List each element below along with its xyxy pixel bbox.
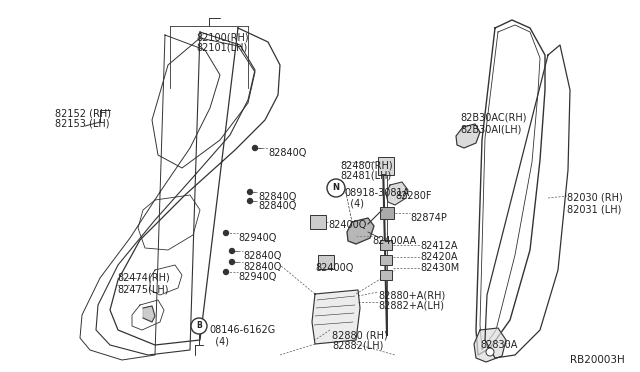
Text: 82B30AC(RH): 82B30AC(RH): [460, 113, 527, 123]
FancyBboxPatch shape: [310, 215, 326, 229]
Text: 82940Q: 82940Q: [238, 272, 276, 282]
Text: 82153 (LH): 82153 (LH): [55, 119, 109, 129]
Circle shape: [191, 318, 207, 334]
Polygon shape: [347, 218, 374, 244]
Text: 82400AA: 82400AA: [372, 236, 416, 246]
Text: 82475(LH): 82475(LH): [117, 284, 168, 294]
FancyBboxPatch shape: [380, 240, 392, 250]
Text: 82030 (RH): 82030 (RH): [567, 193, 623, 203]
FancyBboxPatch shape: [380, 207, 394, 219]
FancyBboxPatch shape: [318, 255, 334, 269]
Text: 82940Q: 82940Q: [238, 233, 276, 243]
Text: (4): (4): [209, 336, 229, 346]
Text: 82840Q: 82840Q: [258, 192, 296, 202]
Text: 82420A: 82420A: [420, 252, 458, 262]
Text: 08146-6162G: 08146-6162G: [209, 325, 275, 335]
Text: 82840Q: 82840Q: [268, 148, 307, 158]
Text: 82152 (RH): 82152 (RH): [55, 108, 111, 118]
Text: 82880+A(RH): 82880+A(RH): [378, 290, 445, 300]
Text: 82474(RH): 82474(RH): [117, 273, 170, 283]
Text: 82840Q: 82840Q: [258, 201, 296, 211]
FancyBboxPatch shape: [378, 157, 394, 175]
Text: B: B: [196, 321, 202, 330]
Circle shape: [486, 348, 494, 356]
Circle shape: [230, 260, 234, 264]
Polygon shape: [312, 290, 360, 344]
Text: 82B30AI(LH): 82B30AI(LH): [460, 124, 522, 134]
Text: 82880 (RH): 82880 (RH): [332, 330, 388, 340]
Text: (4): (4): [344, 199, 364, 209]
Polygon shape: [456, 124, 480, 148]
Text: 82412A: 82412A: [420, 241, 458, 251]
Text: 82882(LH): 82882(LH): [332, 341, 383, 351]
Text: 82830A: 82830A: [480, 340, 517, 350]
Text: 82400Q: 82400Q: [315, 263, 353, 273]
Text: RB20003H: RB20003H: [570, 355, 625, 365]
Text: 82480(RH): 82480(RH): [340, 160, 392, 170]
Text: 82874P: 82874P: [410, 213, 447, 223]
Polygon shape: [386, 182, 408, 205]
Text: 82400Q: 82400Q: [328, 220, 366, 230]
Circle shape: [223, 231, 228, 235]
FancyBboxPatch shape: [380, 255, 392, 265]
Text: 82101(LH): 82101(LH): [196, 43, 247, 53]
Circle shape: [327, 179, 345, 197]
Text: 08918-3081A: 08918-3081A: [344, 188, 409, 198]
Polygon shape: [474, 328, 506, 362]
FancyBboxPatch shape: [380, 270, 392, 280]
Text: 82430M: 82430M: [420, 263, 460, 273]
Text: 82481(LH): 82481(LH): [340, 171, 391, 181]
Text: N: N: [333, 183, 339, 192]
Circle shape: [248, 189, 253, 195]
Circle shape: [248, 199, 253, 203]
Circle shape: [230, 248, 234, 253]
Text: 82280F: 82280F: [395, 191, 431, 201]
Text: 82031 (LH): 82031 (LH): [567, 204, 621, 214]
Text: 82840Q: 82840Q: [243, 262, 282, 272]
Circle shape: [253, 145, 257, 151]
Circle shape: [223, 269, 228, 275]
Text: 82840Q: 82840Q: [243, 251, 282, 261]
Text: 82882+A(LH): 82882+A(LH): [378, 301, 444, 311]
Text: 82100(RH): 82100(RH): [196, 32, 248, 42]
Polygon shape: [143, 306, 155, 322]
